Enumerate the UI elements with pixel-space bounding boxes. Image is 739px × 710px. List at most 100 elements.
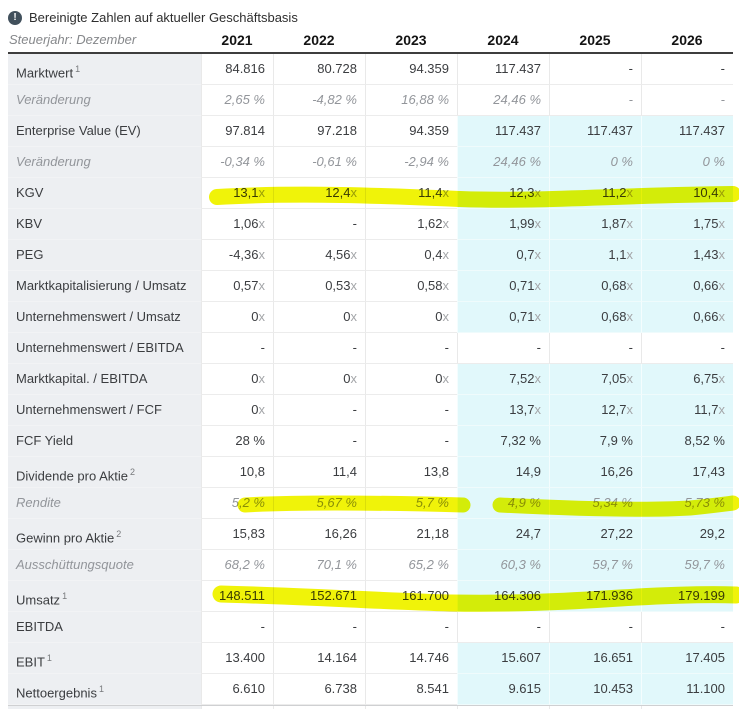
row-label: Nettoergebnis 1 — [8, 674, 201, 705]
row-label: Veränderung — [8, 85, 201, 116]
value-cell-2025: - — [549, 85, 641, 116]
value-cell-2022: - — [273, 612, 365, 643]
value-cell-2024: - — [457, 612, 549, 643]
value-cell-2022: 80.728 — [273, 54, 365, 85]
footnote-marker: 1 — [75, 64, 81, 74]
table-row: Unternehmenswert / FCF 0x - -13,7x 12,7x 11,7… — [8, 395, 733, 426]
value-cell-2026: 8,52 % — [641, 426, 733, 457]
fiscal-year-label: Steuerjahr: Dezember — [9, 32, 137, 47]
value-cell-2021: 2,65 % — [201, 85, 273, 116]
value-cell-2025: 59,7 % — [549, 550, 641, 581]
table-row: Veränderung 2,65 % -4,82 % 16,88 % 24,46 % - - — [8, 85, 733, 116]
value-cell-2023: 8.541 — [365, 674, 457, 705]
table-row: Dividende pro Aktie 2 10,8 11,4 13,8 14,9 16,2… — [8, 457, 733, 488]
value-cell-2024: 1,99x — [457, 209, 549, 240]
value-cell-2021: 0x — [201, 395, 273, 426]
value-cell-2024: - — [457, 333, 549, 364]
value-cell-2023: 1,62x — [365, 209, 457, 240]
value-cell-2022: 97.218 — [273, 116, 365, 147]
value-cell-2022: - — [273, 426, 365, 457]
value-cell-2026: 0,66x — [641, 271, 733, 302]
value-cell-2022: 5,67 % — [273, 488, 365, 519]
value-cell-2023: 14.746 — [365, 643, 457, 674]
value-cell-2023: 21,18 — [365, 519, 457, 550]
value-cell-2021: 84.816 — [201, 54, 273, 85]
value-cell-2021: - — [201, 612, 273, 643]
cutoff-label-cell — [8, 706, 201, 709]
year-header-2024: 2024 — [487, 32, 519, 48]
row-label: Ausschüttungsquote — [8, 550, 201, 581]
value-cell-2025: - — [549, 612, 641, 643]
footnote-marker: 1 — [62, 591, 68, 601]
value-cell-2021: 148.511 — [201, 581, 273, 612]
value-cell-2021: 15,83 — [201, 519, 273, 550]
value-cell-2026: 10,4x — [641, 178, 733, 209]
value-cell-2025: 16,26 — [549, 457, 641, 488]
value-cell-2026: - — [641, 612, 733, 643]
adjusted-data-note: ! Bereinigte Zahlen auf aktueller Geschä… — [0, 0, 739, 28]
value-cell-2025: 10.453 — [549, 674, 641, 705]
value-cell-2026: 11,7x — [641, 395, 733, 426]
value-cell-2023: - — [365, 612, 457, 643]
value-cell-2021: 6.610 — [201, 674, 273, 705]
value-cell-2022: 14.164 — [273, 643, 365, 674]
value-cell-2021: -0,34 % — [201, 147, 273, 178]
table-row: Umsatz 1 148.511 152.671 161.700 164.306 171.9… — [8, 581, 733, 612]
row-label: Enterprise Value (EV) — [8, 116, 201, 147]
value-cell-2021: 0,57x — [201, 271, 273, 302]
value-cell-2023: 94.359 — [365, 116, 457, 147]
value-cell-2025: 11,2x — [549, 178, 641, 209]
row-label: FCF Yield — [8, 426, 201, 457]
value-cell-2022: - — [273, 395, 365, 426]
value-cell-2023: -2,94 % — [365, 147, 457, 178]
year-header-2025: 2025 — [579, 32, 611, 48]
value-cell-2025: - — [549, 54, 641, 85]
value-cell-2022: 11,4 — [273, 457, 365, 488]
value-cell-2025: 7,05x — [549, 364, 641, 395]
footnote-marker: 2 — [116, 529, 122, 539]
value-cell-2026: 0,66x — [641, 302, 733, 333]
value-cell-2023: 11,4x — [365, 178, 457, 209]
value-cell-2024: 117.437 — [457, 54, 549, 85]
value-cell-2024: 7,32 % — [457, 426, 549, 457]
row-label: Veränderung — [8, 147, 201, 178]
value-cell-2023: 65,2 % — [365, 550, 457, 581]
value-cell-2021: 68,2 % — [201, 550, 273, 581]
footnote-marker: 1 — [46, 653, 52, 663]
value-cell-2025: 7,9 % — [549, 426, 641, 457]
table-row: EBITDA - - - - - - — [8, 612, 733, 643]
row-label: Dividende pro Aktie 2 — [8, 457, 201, 488]
cutoff-next-row — [8, 705, 733, 709]
table-row: Enterprise Value (EV) 97.814 97.218 94.359 1… — [8, 116, 733, 147]
row-label: Unternehmenswert / FCF — [8, 395, 201, 426]
year-header-2023: 2023 — [395, 32, 427, 48]
financial-table: Steuerjahr: Dezember 2021 2022 2023 2024 202… — [8, 28, 733, 709]
table-row: FCF Yield 28 % - -7,32 % 7,9 % 8,52 % — [8, 426, 733, 457]
table-row: Gewinn pro Aktie 2 15,83 16,26 21,18 24,7 27,2… — [8, 519, 733, 550]
value-cell-2026: 5,73 % — [641, 488, 733, 519]
value-cell-2021: 97.814 — [201, 116, 273, 147]
value-cell-2023: - — [365, 426, 457, 457]
value-cell-2025: 0,68x — [549, 302, 641, 333]
value-cell-2023: 0x — [365, 302, 457, 333]
value-cell-2025: 0,68x — [549, 271, 641, 302]
table-row: Nettoergebnis 1 6.610 6.738 8.541 9.615 10.453… — [8, 674, 733, 705]
table-row: Unternehmenswert / EBITDA - - - - - - — [8, 333, 733, 364]
value-cell-2021: 0x — [201, 364, 273, 395]
value-cell-2024: 24,46 % — [457, 85, 549, 116]
value-cell-2024: 14,9 — [457, 457, 549, 488]
value-cell-2023: 161.700 — [365, 581, 457, 612]
value-cell-2024: 12,3x — [457, 178, 549, 209]
value-cell-2022: -4,82 % — [273, 85, 365, 116]
value-cell-2024: 15.607 — [457, 643, 549, 674]
value-cell-2021: 10,8 — [201, 457, 273, 488]
value-cell-2024: 0,71x — [457, 271, 549, 302]
table-row: KGV 13,1x 12,4x 11,4x 12,3x 11,2x 10,4x — [8, 178, 733, 209]
value-cell-2026: 29,2 — [641, 519, 733, 550]
table-row: Marktkapital. / EBITDA 0x 0x 0x 7,52x 7,05x 6,… — [8, 364, 733, 395]
value-cell-2024: 7,52x — [457, 364, 549, 395]
value-cell-2023: 0x — [365, 364, 457, 395]
value-cell-2021: 0x — [201, 302, 273, 333]
info-icon[interactable]: ! — [8, 10, 22, 25]
